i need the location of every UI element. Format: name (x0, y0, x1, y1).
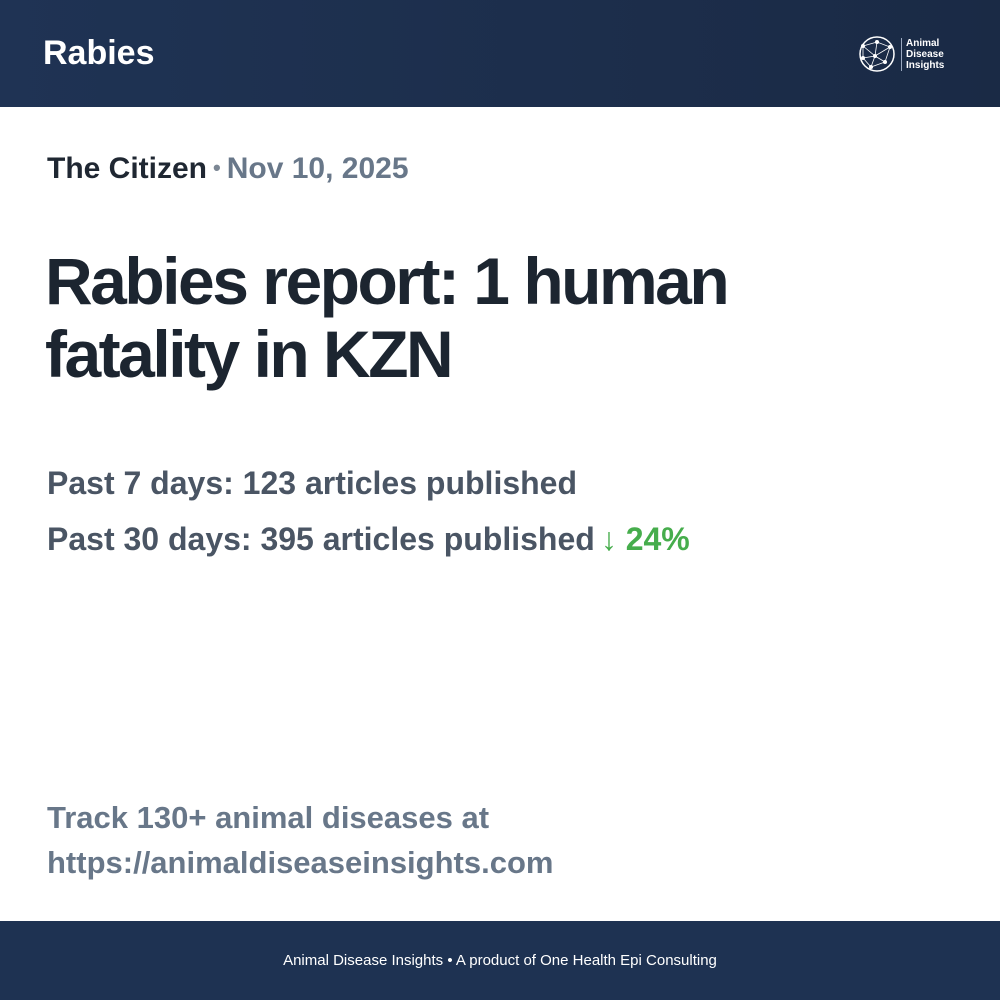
logo-line: Animal (906, 37, 940, 49)
stat-30-days: Past 30 days: 395 articles published ↓ 24… (47, 521, 690, 558)
logo-line: Disease (906, 48, 944, 60)
footer-text: Animal Disease Insights • A product of O… (283, 952, 717, 969)
page-title: Rabies (43, 34, 155, 72)
network-globe-icon (859, 36, 895, 72)
cta-text: Track 130+ animal diseases at (47, 800, 490, 835)
trend: ↓ 24% (601, 521, 690, 557)
arrow-down-icon: ↓ (600, 521, 617, 557)
cta-link[interactable]: https://animaldiseaseinsights.com (47, 845, 554, 880)
footer: Animal Disease Insights • A product of O… (0, 921, 1000, 1000)
separator: • (213, 155, 221, 180)
logo: Animal Disease Insights (857, 34, 944, 74)
headline: Rabies report: 1 human fatality in KZN (45, 244, 730, 391)
call-to-action: Track 130+ animal diseases at https://an… (47, 795, 553, 885)
logo-text: Animal Disease Insights (901, 37, 945, 71)
article-meta: The Citizen • Nov 10, 2025 (47, 152, 409, 186)
trend-value: 24% (625, 521, 690, 557)
stat-7-days: Past 7 days: 123 articles published (47, 465, 578, 501)
date: Nov 10, 2025 (226, 152, 409, 185)
stat-30-days-text: Past 30 days: 395 articles published (47, 521, 595, 557)
logo-line: Insights (906, 59, 945, 71)
header: Rabies Animal Disease Insights (0, 0, 1000, 107)
source: The Citizen (47, 152, 208, 185)
